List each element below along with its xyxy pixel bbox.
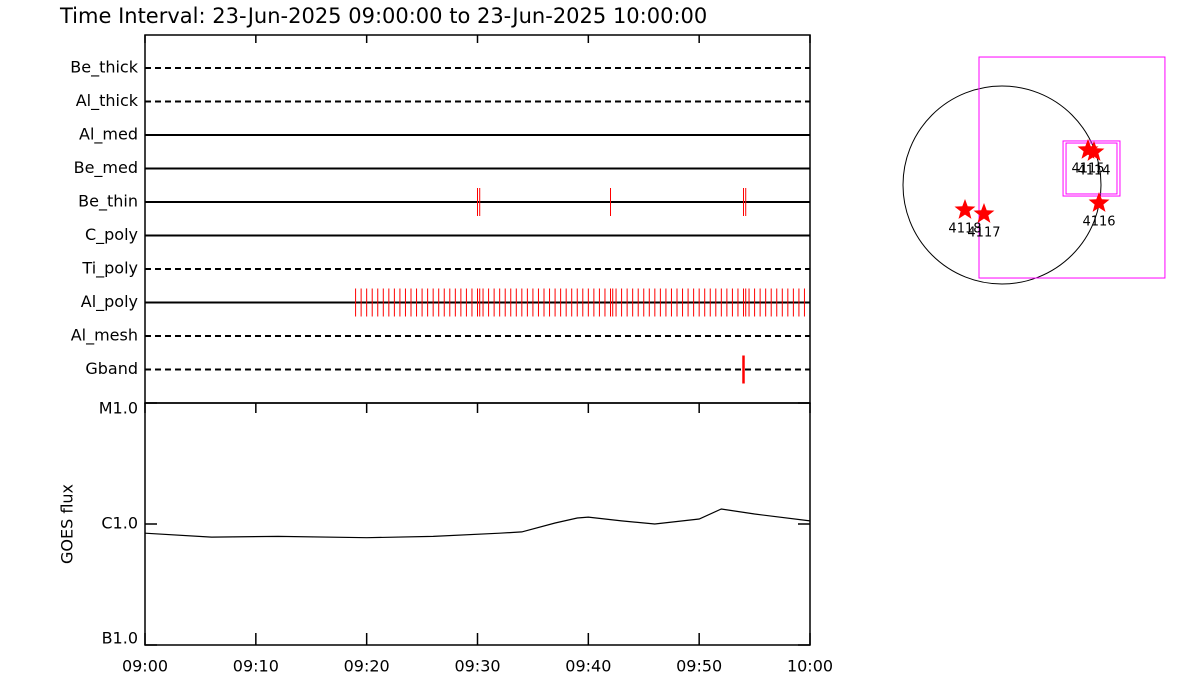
x-tick-label: 09:40 [565, 657, 611, 676]
fov-box [978, 56, 1166, 279]
x-tick-label: 09:50 [676, 657, 722, 676]
row-label: Al_poly [81, 292, 138, 312]
x-tick-label: 09:20 [344, 657, 390, 676]
row-label: Be_thin [78, 192, 138, 212]
y-axis-label: GOES flux [58, 484, 77, 564]
chart-title: Time Interval: 23-Jun-2025 09:00:00 to 2… [59, 4, 707, 28]
fov-box [1065, 142, 1118, 195]
region-star [1088, 192, 1110, 212]
fov-box [1062, 140, 1121, 197]
region-star [954, 199, 976, 219]
x-tick-label: 09:30 [454, 657, 500, 676]
goes-frame [144, 402, 811, 646]
row-label: Al_mesh [71, 326, 138, 346]
solar-disk [902, 85, 1102, 285]
x-tick-label: 09:00 [122, 657, 168, 676]
region-label: 4118 [948, 221, 981, 236]
region-label: 4114 [1077, 164, 1110, 179]
goes-curve [144, 508, 811, 539]
x-tick-label: 10:00 [787, 657, 833, 676]
row-label: Be_thick [70, 58, 138, 78]
row-label: Gband [85, 359, 138, 378]
x-tick-label: 09:10 [233, 657, 279, 676]
y-tick-label: C1.0 [101, 514, 138, 533]
row-label: Al_thick [76, 91, 139, 111]
region-star [973, 203, 995, 223]
timeline-frame [144, 34, 811, 404]
region-label: 4116 [1082, 215, 1115, 230]
region-label: 4117 [967, 225, 1000, 240]
row-label: Ti_poly [81, 259, 138, 279]
region-label: 4115 [1071, 161, 1104, 176]
y-tick-label: B1.0 [102, 629, 138, 648]
row-label: Be_med [74, 158, 138, 178]
row-label: C_poly [85, 225, 138, 245]
region-star [1083, 141, 1105, 161]
row-label: Al_med [79, 125, 138, 145]
y-tick-label: M1.0 [99, 399, 138, 418]
